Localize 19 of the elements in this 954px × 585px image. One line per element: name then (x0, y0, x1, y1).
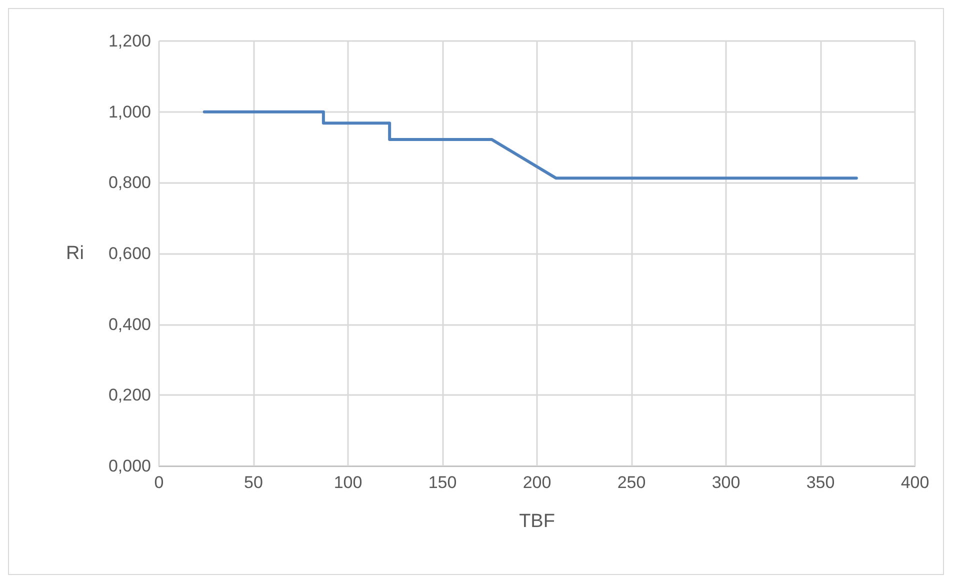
y-axis-title: Ri (66, 243, 84, 264)
y-tick-label: 1,200 (108, 32, 151, 50)
x-tick-label: 350 (806, 473, 835, 492)
y-tick-label: 0,400 (108, 314, 151, 334)
y-tick-label: 0,200 (108, 386, 151, 405)
x-tick-label: 400 (900, 473, 930, 492)
x-tick-label: 200 (522, 473, 552, 492)
x-tick-label: 150 (428, 473, 457, 492)
y-tick-label: 0,800 (108, 173, 151, 192)
line-series (202, 110, 858, 180)
x-tick-label: 100 (334, 473, 362, 492)
x-tick-label: 0 (154, 473, 164, 492)
y-tick-label: 0,600 (108, 244, 151, 263)
x-tick-label: 300 (712, 473, 740, 492)
x-tick-label: 250 (617, 473, 646, 492)
x-tick-label: 50 (244, 473, 263, 492)
y-tick-label: 1,000 (108, 102, 151, 122)
x-axis-title: TBF (519, 511, 555, 532)
y-tick-label: 0,000 (108, 456, 151, 476)
